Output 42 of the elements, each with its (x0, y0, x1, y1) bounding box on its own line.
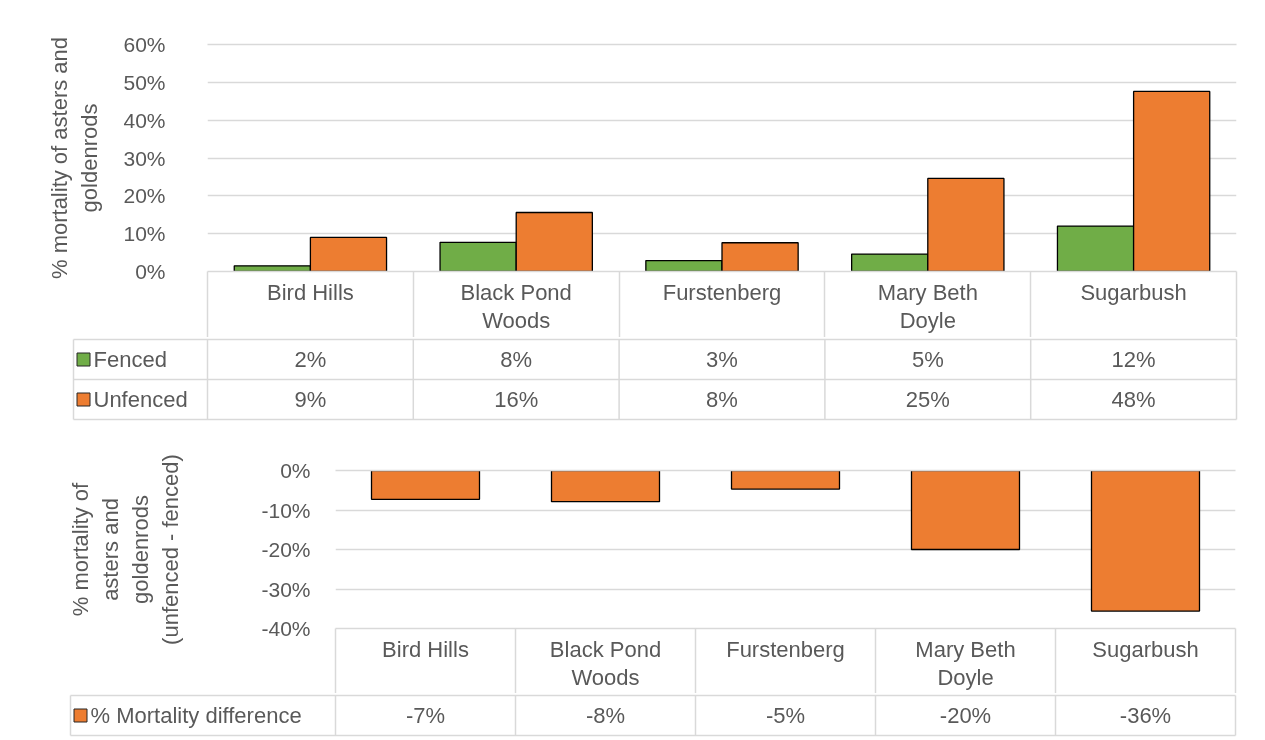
legend-label: Unfenced (93, 387, 188, 412)
x-tick-label: Sugarbush (1092, 636, 1199, 662)
x-tick-label: Furstenberg (726, 636, 845, 662)
y-tick-label: -30% (261, 577, 311, 601)
x-tick-label: Sugarbush (1080, 279, 1187, 305)
data-label: -36% (1119, 703, 1172, 728)
y-tick-label: 0% (280, 459, 311, 482)
data-label: 48% (1111, 387, 1156, 412)
legend-label: % Mortality difference (90, 703, 302, 728)
data-label: 12% (1111, 347, 1156, 372)
data-label: -20% (939, 703, 992, 728)
y-axis-title: % mortality of asters and goldenrods (unfenced - fenced) (68, 454, 184, 645)
data-label: -8% (585, 703, 626, 728)
x-tick-label: Bird Hills (267, 279, 354, 305)
data-label: 8% (500, 347, 533, 372)
y-tick-label: 50% (123, 70, 166, 94)
data-label: 25% (905, 387, 950, 412)
data-label: -5% (765, 703, 806, 728)
y-tick-label: 20% (123, 184, 166, 208)
x-tick-label: Black Pond Woods (549, 636, 662, 691)
x-tick-label: Furstenberg (662, 279, 782, 305)
y-axis-title: % mortality of asters and goldenrods (47, 36, 103, 280)
y-tick-label: 40% (123, 108, 166, 132)
legend-label: Fenced (93, 347, 167, 372)
data-label: 9% (294, 387, 327, 412)
y-tick-label: -20% (261, 538, 311, 561)
y-tick-label: 10% (123, 222, 166, 246)
y-tick-label: 30% (123, 146, 166, 170)
data-label: 2% (294, 347, 327, 372)
data-label: 16% (494, 387, 539, 412)
x-tick-label: Bird Hills (382, 636, 469, 662)
x-tick-label: Black Pond Woods (460, 279, 572, 334)
data-label: -7% (405, 703, 446, 728)
data-label: 8% (706, 387, 738, 412)
y-tick-label: 60% (123, 33, 166, 56)
data-label: 3% (706, 347, 738, 372)
y-tick-label: -40% (261, 617, 311, 640)
y-tick-label: -10% (261, 498, 311, 522)
x-tick-label: Mary Beth Doyle (915, 636, 1016, 691)
y-tick-label: 0% (135, 260, 166, 283)
x-tick-label: Mary Beth Doyle (877, 279, 978, 334)
data-label: 5% (911, 347, 944, 372)
